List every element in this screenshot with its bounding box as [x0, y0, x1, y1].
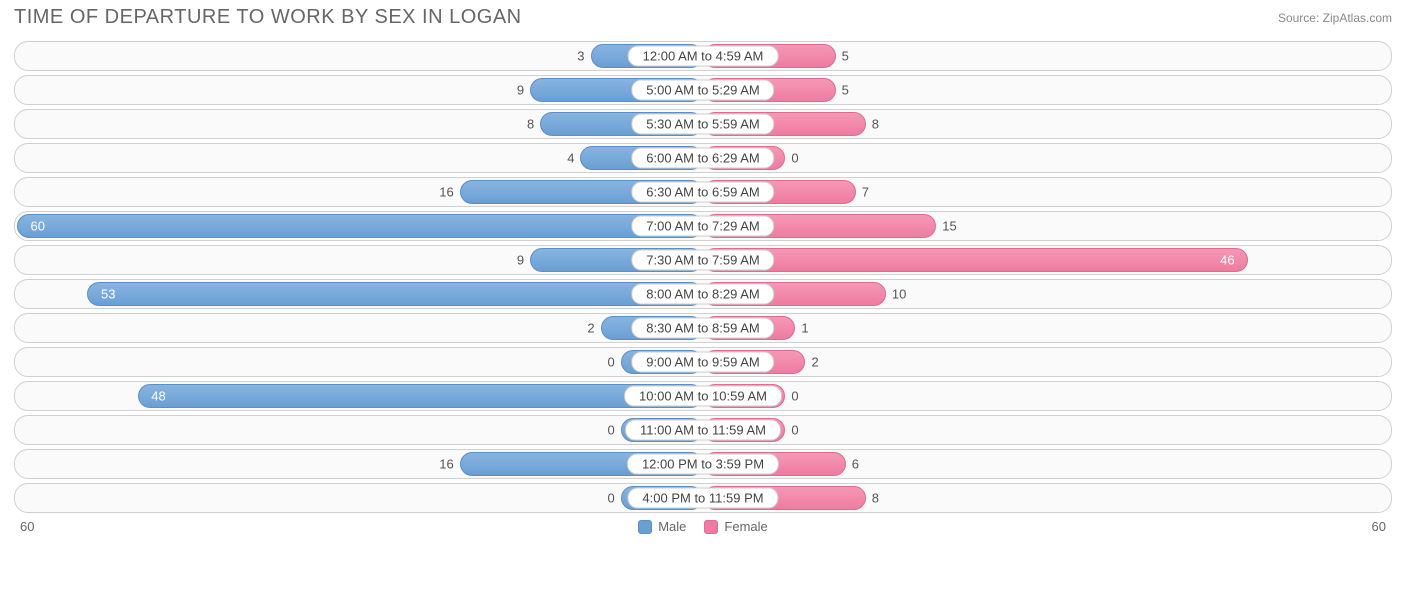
female-value: 46 — [1220, 253, 1234, 268]
male-value: 48 — [151, 389, 165, 404]
time-range-label: 12:00 PM to 3:59 PM — [627, 454, 779, 475]
legend: Male Female — [638, 519, 768, 534]
female-value: 0 — [791, 423, 798, 438]
female-value: 0 — [791, 389, 798, 404]
male-value: 0 — [607, 491, 614, 506]
female-value: 8 — [872, 491, 879, 506]
female-value: 6 — [852, 457, 859, 472]
chart-row: 9 5 5:00 AM to 5:29 AM — [14, 75, 1392, 105]
chart-title: TIME OF DEPARTURE TO WORK BY SEX IN LOGA… — [14, 6, 522, 29]
female-value: 5 — [842, 49, 849, 64]
chart-row: 16 6 12:00 PM to 3:59 PM — [14, 449, 1392, 479]
male-value: 9 — [517, 253, 524, 268]
male-value: 60 — [31, 219, 45, 234]
male-value: 16 — [439, 457, 453, 472]
time-range-label: 8:30 AM to 8:59 AM — [631, 318, 774, 339]
chart-row: 0 8 4:00 PM to 11:59 PM — [14, 483, 1392, 513]
male-value: 0 — [607, 423, 614, 438]
female-value: 7 — [862, 185, 869, 200]
male-value: 53 — [101, 287, 115, 302]
chart-row: 4 0 6:00 AM to 6:29 AM — [14, 143, 1392, 173]
male-value: 3 — [577, 49, 584, 64]
chart-row: 0 0 11:00 AM to 11:59 AM — [14, 415, 1392, 445]
male-value: 4 — [567, 151, 574, 166]
female-bar — [703, 248, 1248, 272]
chart-row: 2 1 8:30 AM to 8:59 AM — [14, 313, 1392, 343]
female-value: 0 — [791, 151, 798, 166]
time-range-label: 7:30 AM to 7:59 AM — [631, 250, 774, 271]
male-value: 2 — [587, 321, 594, 336]
chart-row: 9 46 7:30 AM to 7:59 AM — [14, 245, 1392, 275]
chart-footer: 60 Male Female 60 — [0, 517, 1406, 534]
male-bar — [87, 282, 703, 306]
time-range-label: 6:30 AM to 6:59 AM — [631, 182, 774, 203]
chart-row: 0 2 9:00 AM to 9:59 AM — [14, 347, 1392, 377]
female-value: 10 — [892, 287, 906, 302]
axis-left-max: 60 — [20, 519, 34, 534]
time-range-label: 8:00 AM to 8:29 AM — [631, 284, 774, 305]
chart-row: 16 7 6:30 AM to 6:59 AM — [14, 177, 1392, 207]
time-range-label: 7:00 AM to 7:29 AM — [631, 216, 774, 237]
time-range-label: 5:00 AM to 5:29 AM — [631, 80, 774, 101]
female-value: 5 — [842, 83, 849, 98]
chart-row: 8 8 5:30 AM to 5:59 AM — [14, 109, 1392, 139]
chart-row: 60 15 7:00 AM to 7:29 AM — [14, 211, 1392, 241]
female-swatch — [704, 520, 718, 534]
legend-male-label: Male — [658, 519, 686, 534]
male-bar — [17, 214, 703, 238]
male-value: 9 — [517, 83, 524, 98]
time-range-label: 6:00 AM to 6:29 AM — [631, 148, 774, 169]
time-range-label: 12:00 AM to 4:59 AM — [628, 46, 779, 67]
chart-source: Source: ZipAtlas.com — [1278, 11, 1392, 25]
male-bar — [138, 384, 703, 408]
chart-row: 53 10 8:00 AM to 8:29 AM — [14, 279, 1392, 309]
female-value: 1 — [801, 321, 808, 336]
female-value: 2 — [811, 355, 818, 370]
chart-header: TIME OF DEPARTURE TO WORK BY SEX IN LOGA… — [0, 0, 1406, 35]
legend-female: Female — [704, 519, 767, 534]
time-range-label: 10:00 AM to 10:59 AM — [624, 386, 782, 407]
male-value: 8 — [527, 117, 534, 132]
time-range-label: 4:00 PM to 11:59 PM — [627, 488, 778, 509]
time-range-label: 5:30 AM to 5:59 AM — [631, 114, 774, 135]
axis-right-max: 60 — [1372, 519, 1386, 534]
time-range-label: 9:00 AM to 9:59 AM — [631, 352, 774, 373]
chart-row: 3 5 12:00 AM to 4:59 AM — [14, 41, 1392, 71]
male-swatch — [638, 520, 652, 534]
time-range-label: 11:00 AM to 11:59 AM — [625, 420, 781, 441]
male-value: 0 — [607, 355, 614, 370]
female-value: 8 — [872, 117, 879, 132]
female-value: 15 — [942, 219, 956, 234]
chart-row: 48 0 10:00 AM to 10:59 AM — [14, 381, 1392, 411]
legend-male: Male — [638, 519, 686, 534]
diverging-bar-chart: 3 5 12:00 AM to 4:59 AM 9 5 5:00 AM to 5:29 A… — [0, 35, 1406, 513]
male-value: 16 — [439, 185, 453, 200]
legend-female-label: Female — [724, 519, 767, 534]
